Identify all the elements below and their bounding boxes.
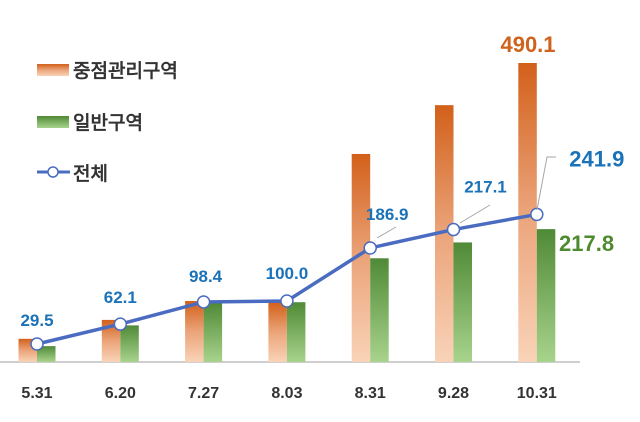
- bar-focus-6.20: [101, 319, 121, 362]
- legend-marker-total: [47, 166, 59, 178]
- bar-general-5.31: [37, 346, 56, 362]
- legend-item-general: 일반구역: [37, 112, 143, 134]
- marker-total-9.28: [446, 222, 461, 237]
- data-label-total: 241.9: [569, 146, 624, 171]
- data-label-total: 186.9: [366, 205, 409, 224]
- leader-line: [376, 226, 397, 239]
- marker-total-6.20: [113, 317, 128, 331]
- x-tick-label: 10.31: [517, 385, 557, 402]
- bar-general-6.20: [120, 325, 139, 362]
- x-tick-label: 7.27: [188, 385, 219, 402]
- bar-focus-8.31: [351, 153, 371, 362]
- x-tick-label: 8.31: [355, 385, 386, 402]
- data-label-total: 29.5: [20, 311, 53, 330]
- data-label-total: 98.4: [189, 267, 223, 286]
- bar-general-7.27: [203, 302, 223, 362]
- plot-area: 5.31 6.20 7.27 8.03 8.31 9.28 10.31 29.5 62.1 98.…: [0, 32, 624, 402]
- bar-focus-8.03: [268, 302, 287, 362]
- legend-swatch-general: [37, 116, 69, 128]
- x-tick-label: 8.03: [271, 385, 302, 402]
- x-tick-label: 6.20: [105, 385, 136, 402]
- leader-line: [459, 204, 491, 224]
- leader-line: [536, 156, 556, 211]
- marker-total-8.03: [280, 294, 294, 308]
- marker-total-5.31: [30, 337, 44, 351]
- legend-item-total: 전체: [37, 163, 108, 185]
- data-label-general: 217.8: [559, 231, 614, 256]
- bar-focus-7.27: [185, 300, 204, 362]
- x-tick-label: 5.31: [21, 385, 52, 402]
- data-label-total: 62.1: [104, 288, 137, 307]
- legend-swatch-focus: [37, 64, 69, 76]
- legend: 중점관리구역 일반구역 전체: [37, 60, 178, 185]
- legend-label-total: 전체: [73, 163, 108, 185]
- data-label-total: 100.0: [266, 264, 309, 283]
- bar-general-8.31: [370, 258, 389, 362]
- marker-total-10.31: [530, 207, 544, 222]
- legend-item-focus: 중점관리구역: [37, 60, 178, 82]
- data-label-focus: 490.1: [500, 32, 555, 57]
- bar-general-8.03: [286, 302, 306, 362]
- legend-label-focus: 중점관리구역: [73, 60, 178, 82]
- marker-total-8.31: [363, 241, 377, 255]
- legend-label-general: 일반구역: [73, 112, 143, 134]
- bar-general-10.31: [536, 229, 556, 362]
- data-label-total: 217.1: [464, 178, 507, 197]
- x-tick-label: 9.28: [438, 385, 469, 402]
- bar-focus-10.31: [518, 63, 537, 362]
- marker-total-7.27: [196, 295, 211, 309]
- bar-focus-9.28: [435, 105, 454, 363]
- bar-general-9.28: [453, 242, 472, 362]
